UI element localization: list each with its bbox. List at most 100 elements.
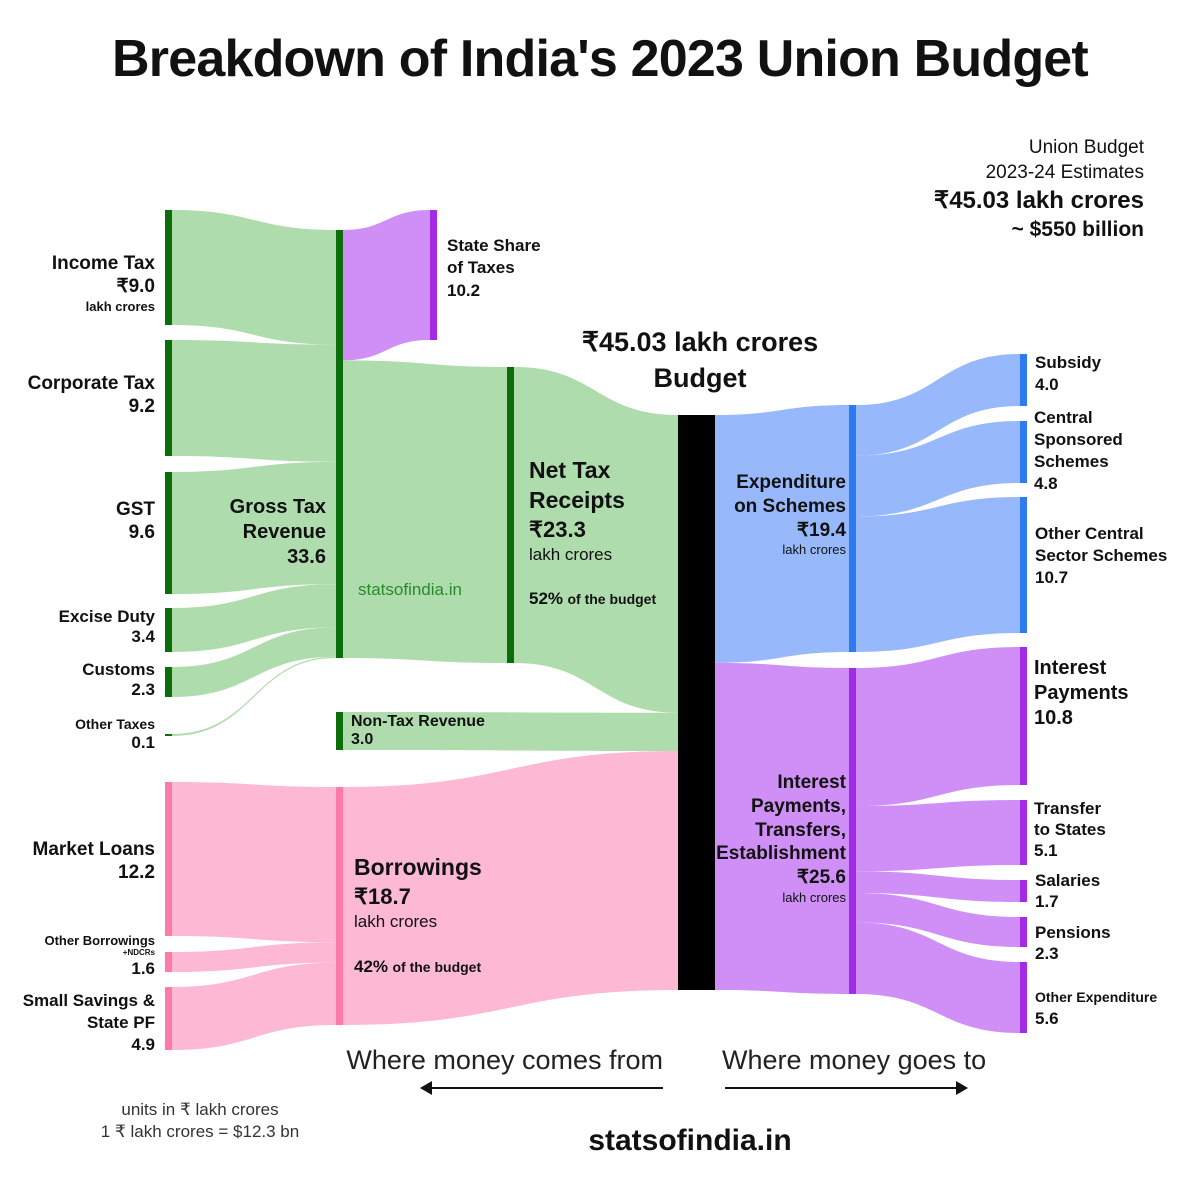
- conversion-text: 1 ₹ lakh crores = $12.3 bn: [100, 1122, 300, 1142]
- node-name: Borrowings: [354, 854, 482, 880]
- label-interest-group: Interest Payments, Transfers, Establishm…: [716, 771, 846, 906]
- node-bar-subsidy: [1020, 354, 1027, 406]
- node-name: Income Tax: [51, 253, 155, 274]
- label-non-tax: Non-Tax Revenue 3.0: [351, 713, 485, 748]
- label-exp-schemes: Expenditure on Schemes ₹19.4 lakh crores: [734, 471, 846, 559]
- node-name: GST: [115, 499, 155, 520]
- node-value: ₹23.3: [529, 516, 586, 542]
- node-name: Net Tax Receipts: [529, 457, 625, 513]
- node-name: Non-Tax Revenue: [351, 713, 485, 730]
- node-value: 2.3: [131, 680, 155, 700]
- node-bar-exp_schemes: [849, 405, 856, 652]
- node-name: Subsidy: [1035, 353, 1102, 372]
- summary-total: ₹45.03 lakh crores: [933, 187, 1144, 215]
- node-value: 1.6: [131, 959, 155, 978]
- node-bar-net_tax: [507, 367, 514, 663]
- node-name: Other Expenditure: [1035, 989, 1158, 1005]
- units-note: units in ₹ lakh crores 1 ₹ lakh crores =…: [50, 1099, 350, 1143]
- node-value: 1.7: [1035, 892, 1059, 911]
- node-name: Other Borrowings: [44, 933, 155, 948]
- label-net-tax: Net Tax Receipts ₹23.3 lakh crores 52% o…: [529, 456, 656, 611]
- node-name: Gross Tax Revenue: [229, 496, 326, 543]
- node-name: Salaries: [1035, 871, 1101, 890]
- node-value: 5.1: [1034, 841, 1058, 860]
- flow-market_loans-to-borrowings: [172, 782, 336, 943]
- node-bar-income_tax: [165, 210, 172, 325]
- arrow-left-icon: [420, 1081, 663, 1095]
- node-name: Market Loans: [32, 839, 155, 860]
- node-name: Other Central Sector Schemes: [1035, 524, 1168, 566]
- summary-line2: 2023-24 Estimates: [985, 161, 1144, 183]
- flow-interest_group-to-interest_payments: [856, 647, 1020, 807]
- node-unit: lakh crores: [354, 912, 438, 932]
- node-value: 3.0: [351, 730, 374, 748]
- node-name: Transfer to States: [1034, 799, 1106, 839]
- node-bar-other_taxes: [165, 734, 172, 736]
- node-name: Central Sponsored Schemes: [1034, 408, 1123, 472]
- node-name: Excise Duty: [58, 607, 155, 626]
- node-bar-customs: [165, 667, 172, 697]
- page-title: Breakdown of India's 2023 Union Budget: [112, 30, 1089, 88]
- node-bar-interest_group: [849, 668, 856, 994]
- node-value: 33.6: [287, 546, 326, 568]
- flow-small_savings-to-borrowings: [172, 962, 336, 1050]
- node-unit: lakh crores: [85, 298, 155, 314]
- label-market-loans: Market Loans 12.2: [33, 839, 155, 885]
- flow-customs-to-gross_tax: [172, 627, 336, 697]
- flow-non_tax-to-budget: [343, 712, 678, 752]
- node-bar-excise_duty: [165, 608, 172, 652]
- flow-income_tax-to-gross_tax: [172, 210, 336, 345]
- node-bar-small_savings: [165, 987, 172, 1050]
- node-name: State Share of Taxes: [447, 236, 541, 278]
- node-bar-interest_payments: [1020, 647, 1027, 785]
- label-excise-duty: Excise Duty 3.4: [59, 607, 155, 648]
- node-value: ₹18.7: [354, 883, 411, 909]
- flow-net_tax-to-budget: [514, 367, 678, 713]
- node-bar-gst: [165, 472, 172, 594]
- node-bar-gross_tax: [336, 230, 343, 658]
- node-value: 3.4: [131, 627, 155, 647]
- node-bar-borrowings: [336, 787, 343, 1025]
- flow-exp_schemes-to-subsidy: [856, 354, 1020, 456]
- label-salaries: Salaries 1.7: [1035, 870, 1100, 912]
- node-name: Small Savings & State PF: [22, 991, 155, 1032]
- budget-share-suffix: of the budget: [392, 958, 482, 975]
- budget-share-suffix: of the budget: [567, 591, 657, 608]
- label-state-share: State Share of Taxes 10.2: [447, 235, 541, 302]
- label-other-central: Other Central Sector Schemes 10.7: [1035, 523, 1167, 589]
- where-money-comes-from: Where money comes from: [346, 1045, 663, 1075]
- budget-summary: Union Budget 2023-24 Estimates ₹45.03 la…: [934, 136, 1144, 242]
- node-name: Other Taxes: [75, 716, 155, 732]
- where-money-goes-to: Where money goes to: [722, 1045, 987, 1075]
- node-value: 4.0: [1035, 375, 1059, 395]
- flow-interest_group-to-salaries: [856, 871, 1020, 902]
- label-subsidy: Subsidy 4.0: [1035, 352, 1101, 396]
- node-name: Interest Payments, Transfers, Establishm…: [716, 772, 846, 865]
- label-pensions: Pensions 2.3: [1035, 922, 1111, 964]
- node-name: Corporate Tax: [27, 373, 155, 394]
- node-note: +NDCRs: [122, 948, 155, 957]
- flow-borrowings-to-budget: [343, 751, 678, 1025]
- label-other-taxes: Other Taxes 0.1: [75, 716, 155, 753]
- node-value: 0.1: [131, 732, 155, 752]
- label-interest-payments: Interest Payments 10.8: [1034, 656, 1129, 731]
- node-bar-other_borrowings: [165, 952, 172, 972]
- flow-other_taxes-to-gross_tax: [172, 656, 336, 736]
- flow-interest_group-to-other_expenditure: [856, 922, 1020, 1033]
- watermark: statsofindia.in: [358, 580, 462, 599]
- arrow-right-icon: [725, 1081, 968, 1095]
- flow-excise_duty-to-gross_tax: [172, 584, 336, 652]
- node-value: ₹9.0: [116, 275, 155, 297]
- node-bar-non_tax: [336, 712, 343, 750]
- label-corporate-tax: Corporate Tax 9.2: [28, 373, 155, 419]
- node-bar-other_central: [1020, 497, 1027, 633]
- flow-exp_schemes-to-css: [856, 421, 1020, 517]
- label-small-savings: Small Savings & State PF 4.9: [23, 990, 155, 1056]
- label-other-expenditure: Other Expenditure 5.6: [1035, 986, 1157, 1030]
- node-unit: lakh crores: [529, 545, 613, 565]
- site-credit: statsofindia.in: [588, 1124, 792, 1157]
- node-bar-budget: [678, 415, 715, 990]
- node-bar-market_loans: [165, 782, 172, 936]
- label-other-borrowings: Other Borrowings +NDCRs 1.6: [44, 933, 155, 979]
- summary-line1: Union Budget: [1028, 137, 1144, 158]
